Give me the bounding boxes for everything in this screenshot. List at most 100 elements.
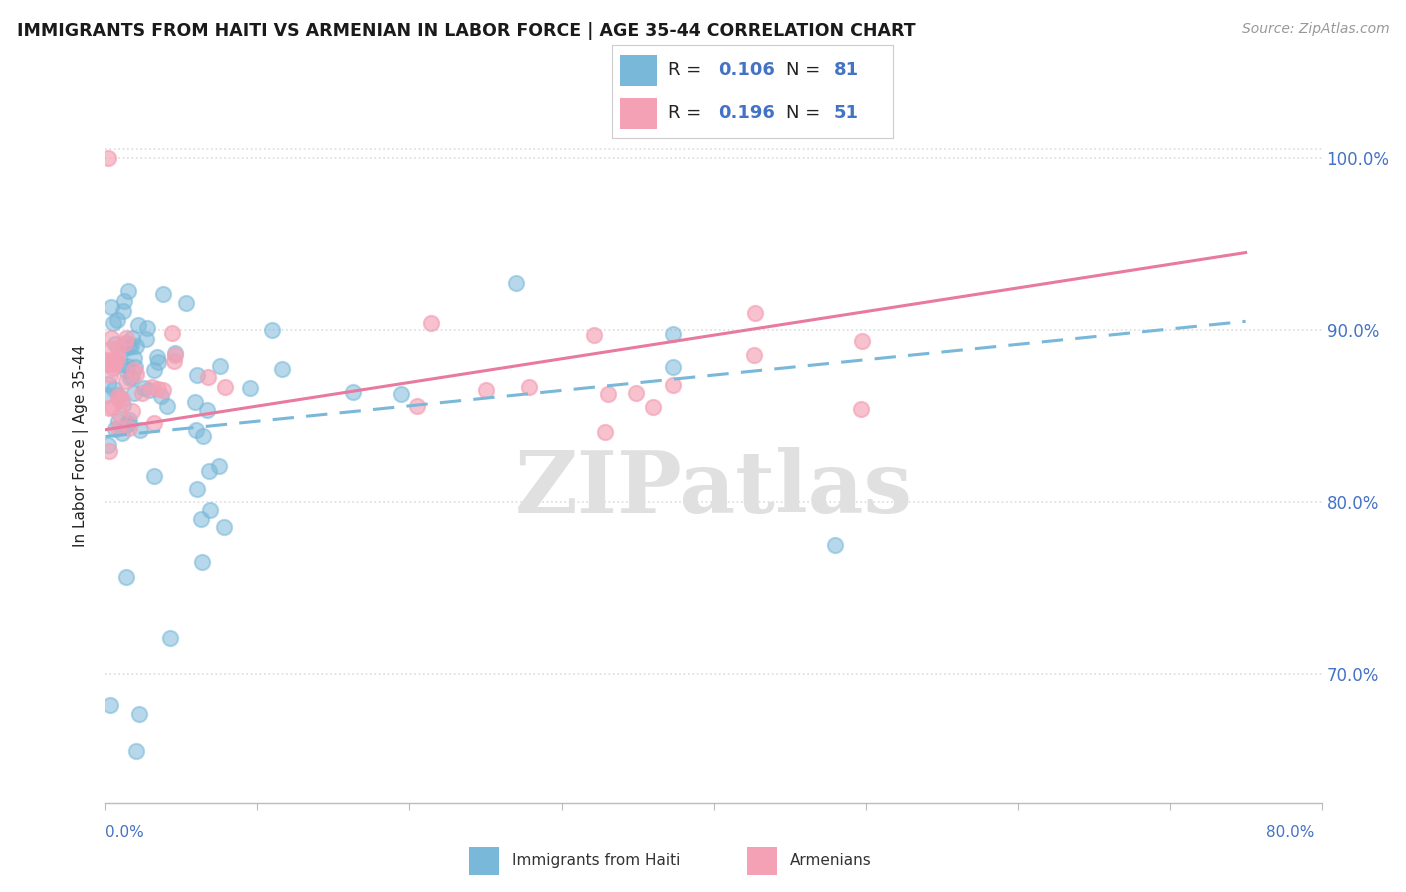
Point [111, 425, 134, 440]
Point [97, 357, 120, 371]
Point [101, 361, 124, 376]
Point [191, 555, 214, 569]
Point [100, 300, 122, 314]
Point [127, 318, 149, 332]
Point [851, 334, 873, 349]
Point [115, 374, 138, 388]
Point [107, 389, 129, 403]
Bar [747, 847, 776, 875]
Point [742, 348, 765, 362]
Point [118, 413, 141, 427]
Point [132, 381, 155, 395]
Point [197, 464, 219, 478]
Point [115, 336, 138, 351]
Point [160, 326, 183, 340]
Point [163, 354, 186, 368]
Point [118, 340, 141, 354]
Point [114, 331, 136, 345]
Point [107, 392, 129, 407]
Point [505, 276, 527, 290]
Text: 0.0%: 0.0% [105, 825, 145, 840]
Point [135, 332, 157, 346]
Point [128, 706, 150, 721]
Point [419, 316, 441, 330]
Text: R =: R = [668, 62, 707, 79]
Point [107, 350, 129, 364]
Text: 0.106: 0.106 [718, 62, 775, 79]
Point [110, 409, 132, 423]
Point [214, 380, 236, 394]
Point [100, 401, 122, 415]
Point [96, 388, 118, 402]
Point [97, 151, 120, 165]
Point [121, 331, 143, 345]
Text: Immigrants from Haiti: Immigrants from Haiti [512, 854, 681, 868]
Point [104, 353, 127, 368]
Point [96, 353, 118, 368]
Point [148, 355, 170, 369]
Point [131, 386, 153, 401]
Point [112, 304, 135, 318]
Text: 51: 51 [834, 104, 859, 122]
Point [124, 339, 146, 353]
Point [143, 363, 166, 377]
Text: IMMIGRANTS FROM HAITI VS ARMENIAN IN LABOR FORCE | AGE 35-44 CORRELATION CHART: IMMIGRANTS FROM HAITI VS ARMENIAN IN LAB… [17, 22, 915, 40]
Point [118, 421, 141, 435]
Point [100, 342, 122, 356]
Point [186, 368, 208, 382]
Text: 0.196: 0.196 [718, 104, 775, 122]
Point [122, 385, 145, 400]
Point [125, 744, 148, 758]
Point [112, 342, 135, 356]
Text: N =: N = [786, 104, 825, 122]
Text: R =: R = [668, 104, 707, 122]
Bar [620, 98, 657, 129]
Point [103, 422, 125, 436]
Point [186, 482, 208, 496]
Point [141, 380, 163, 394]
Point [114, 363, 136, 377]
Point [212, 520, 235, 534]
Point [262, 323, 284, 337]
Point [661, 326, 683, 341]
Point [112, 294, 135, 309]
Point [122, 363, 145, 377]
Point [849, 401, 872, 416]
Point [120, 371, 142, 385]
Point [115, 570, 138, 584]
Point [108, 357, 131, 371]
Text: N =: N = [786, 62, 825, 79]
Point [198, 502, 221, 516]
Point [159, 632, 181, 646]
Text: Armenians: Armenians [790, 854, 872, 868]
Text: Source: ZipAtlas.com: Source: ZipAtlas.com [1241, 22, 1389, 37]
Point [582, 328, 605, 343]
Point [598, 387, 620, 401]
Point [107, 341, 129, 355]
Point [342, 385, 364, 400]
Point [136, 321, 159, 335]
Point [114, 418, 136, 433]
Text: 81: 81 [834, 62, 859, 79]
Point [195, 402, 218, 417]
Point [184, 423, 207, 437]
Point [97, 437, 120, 451]
Point [97, 376, 120, 391]
Point [96, 353, 118, 368]
Point [122, 351, 145, 365]
Point [105, 313, 128, 327]
Point [97, 443, 120, 458]
Point [624, 386, 647, 401]
Point [191, 429, 214, 443]
Point [190, 511, 212, 525]
Point [661, 377, 683, 392]
Point [270, 362, 292, 376]
Text: 80.0%: 80.0% [1267, 825, 1315, 840]
Point [120, 339, 142, 353]
Point [142, 417, 165, 431]
Point [117, 359, 139, 373]
Point [111, 398, 134, 412]
Point [593, 425, 616, 439]
Point [152, 286, 174, 301]
Point [156, 399, 179, 413]
